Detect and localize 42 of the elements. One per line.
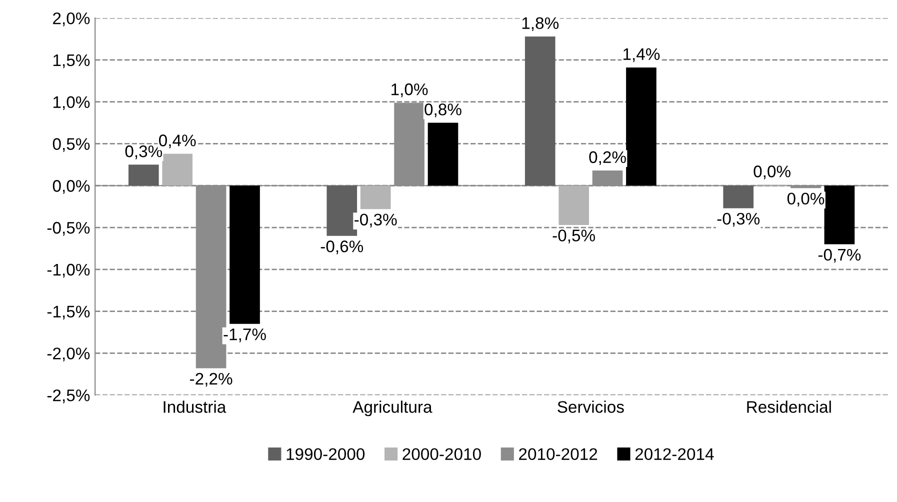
legend-label: 2012-2014 <box>635 448 714 460</box>
y-tick-label: -2,5% <box>47 389 90 404</box>
data-label: 0,0% <box>754 166 790 180</box>
y-tick-label: -1,5% <box>47 306 90 320</box>
bar <box>626 68 656 186</box>
bar <box>162 154 193 186</box>
bar <box>360 186 391 210</box>
data-label: 0,8% <box>424 104 462 118</box>
y-tick-label: -1,0% <box>47 264 90 278</box>
y-tick-label: -0,5% <box>47 222 90 236</box>
bar <box>723 186 754 208</box>
y-tick-label: 2,0% <box>53 12 90 26</box>
data-label: 0,2% <box>589 151 626 166</box>
bar <box>524 36 556 186</box>
data-label: -0,5% <box>552 230 595 244</box>
bar <box>558 186 589 226</box>
data-label: -0,3% <box>717 212 760 227</box>
legend-label: 1990-2000 <box>286 448 365 460</box>
bar <box>824 186 855 244</box>
y-tick-label: 0,0% <box>52 180 90 194</box>
data-label: 0,0% <box>787 192 824 207</box>
x-tick-label: Servicios <box>558 400 624 413</box>
legend-label: 2000-2010 <box>402 448 481 460</box>
data-label: 1,0% <box>392 83 428 98</box>
x-tick-label: Industria <box>164 400 226 413</box>
legend-label: 2010-2012 <box>519 448 598 460</box>
y-tick-label: -2,0% <box>47 348 90 362</box>
data-label: 1,8% <box>522 17 559 32</box>
y-tick-label: 1,0% <box>54 96 90 110</box>
data-label: -0,7% <box>818 248 861 263</box>
data-label: -2,2% <box>190 372 232 387</box>
data-label: -0,3% <box>354 214 397 228</box>
data-label: -0,6% <box>320 240 364 254</box>
data-label: -1,7% <box>224 328 266 342</box>
bar <box>428 122 458 186</box>
y-tick-label: 0,5% <box>52 138 90 152</box>
x-tick-label: Residencial <box>747 400 831 413</box>
bar <box>128 164 159 186</box>
data-label: 1,4% <box>624 48 660 62</box>
bar <box>230 186 260 324</box>
x-tick-label: Agricultura <box>352 400 432 416</box>
y-tick-label: 1,5% <box>54 54 90 68</box>
